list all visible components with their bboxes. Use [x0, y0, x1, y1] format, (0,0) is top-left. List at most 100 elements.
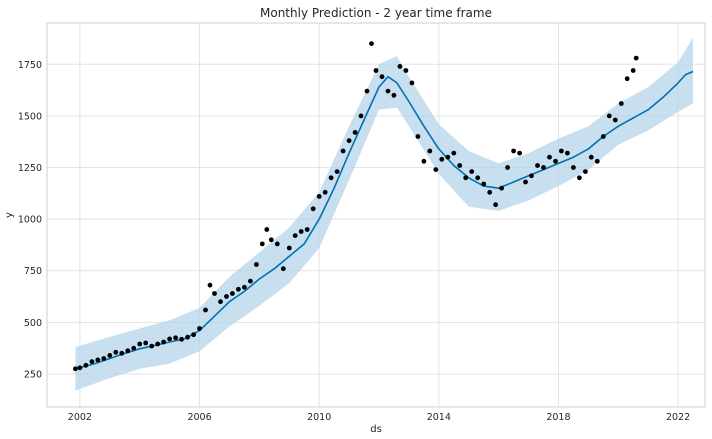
observed-point [633, 55, 639, 61]
axes-frame [46, 22, 706, 408]
observed-point [565, 150, 570, 156]
observed-point [101, 356, 107, 361]
observed-point [310, 206, 316, 212]
observed-point [185, 334, 191, 340]
observed-point [529, 173, 534, 179]
observed-point [583, 169, 588, 175]
observed-point [346, 138, 352, 144]
observed-point [523, 179, 528, 185]
x-axis-label: ds [370, 424, 382, 435]
y-tick-label: 250 [24, 369, 42, 380]
observed-point [137, 341, 143, 347]
observed-point [167, 336, 173, 342]
observed-point [403, 68, 409, 73]
observed-point [427, 148, 433, 154]
y-axis-label: y [4, 212, 15, 218]
observed-point [559, 148, 564, 154]
observed-point [334, 169, 340, 175]
observed-point [624, 76, 630, 82]
observed-point [230, 291, 235, 296]
observed-point [236, 286, 241, 292]
observed-point [469, 169, 475, 175]
observed-point [259, 241, 265, 247]
observed-point [577, 175, 582, 181]
observed-point [73, 366, 78, 372]
observed-point [179, 336, 185, 342]
y-tick-label: 1250 [18, 163, 42, 174]
observed-point [292, 233, 298, 239]
y-tick-label: 500 [24, 318, 42, 329]
x-tick-label: 2014 [427, 412, 451, 423]
x-tick-label: 2006 [187, 412, 211, 423]
observed-point [143, 340, 149, 346]
observed-point [280, 266, 286, 272]
observed-point [606, 113, 612, 119]
observed-point [517, 150, 522, 156]
observed-point [373, 68, 379, 73]
y-tick-label: 750 [24, 266, 42, 277]
observed-point [119, 350, 125, 356]
observed-point [298, 229, 304, 234]
observed-point [535, 163, 540, 168]
observed-point [264, 227, 270, 232]
observed-point [304, 227, 310, 232]
observed-point [409, 80, 415, 86]
observed-point [191, 332, 197, 338]
observed-points [73, 41, 639, 372]
observed-point [433, 167, 439, 173]
observed-point [316, 194, 322, 199]
observed-point [439, 156, 445, 162]
observed-point [83, 362, 89, 368]
observed-point [322, 189, 328, 195]
observed-point [451, 150, 457, 156]
observed-point [612, 117, 618, 123]
observed-point [463, 175, 469, 181]
observed-point [161, 339, 167, 345]
observed-point [358, 113, 364, 119]
observed-point [125, 348, 131, 354]
observed-point [248, 278, 253, 284]
observed-point [588, 154, 594, 160]
observed-point [379, 74, 385, 80]
observed-point [95, 357, 101, 363]
observed-point [242, 284, 247, 290]
observed-point [107, 353, 113, 358]
chart-title: Monthly Prediction - 2 year time frame [260, 6, 492, 20]
observed-point [203, 307, 208, 313]
observed-point [131, 345, 137, 351]
observed-point [547, 154, 552, 160]
observed-point [391, 92, 397, 98]
observed-point [397, 64, 403, 69]
observed-point [618, 101, 624, 106]
observed-point [499, 185, 504, 191]
observed-point [445, 154, 451, 160]
observed-point [600, 134, 606, 139]
observed-point [421, 158, 427, 164]
observed-point [385, 88, 391, 94]
x-tick-label: 2010 [307, 412, 331, 423]
observed-point [511, 148, 516, 154]
observed-point [369, 41, 374, 46]
tick-labels: 2002 2006 2010 2014 2018 2022 250 500 750 1000 125… [18, 60, 690, 423]
observed-point [481, 181, 487, 187]
observed-point [286, 245, 292, 251]
y-tick-label: 1000 [18, 215, 42, 226]
observed-point [340, 148, 346, 154]
observed-point [457, 163, 463, 168]
observed-point [149, 343, 155, 349]
observed-point [224, 294, 229, 299]
observed-point [197, 326, 202, 331]
observed-point [254, 262, 259, 267]
observed-point [475, 175, 481, 181]
observed-point [268, 237, 274, 243]
observed-point [89, 359, 95, 364]
observed-point [364, 88, 370, 94]
observed-point [505, 165, 510, 170]
observed-point [487, 189, 493, 195]
y-tick-label: 1750 [18, 60, 42, 71]
observed-point [541, 165, 546, 170]
observed-point [553, 158, 558, 164]
observed-point [415, 134, 421, 139]
